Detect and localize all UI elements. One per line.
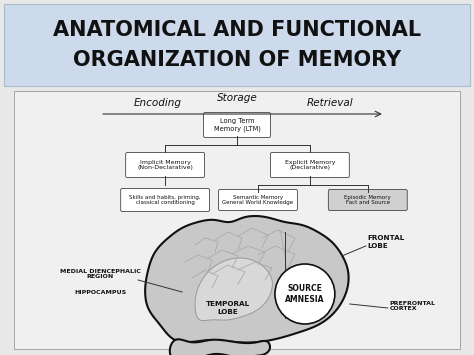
Text: Long Term
Memory (LTM): Long Term Memory (LTM): [214, 118, 260, 132]
Polygon shape: [195, 258, 273, 321]
Text: PREFRONTAL
CORTEX: PREFRONTAL CORTEX: [390, 301, 436, 311]
FancyBboxPatch shape: [219, 190, 297, 211]
FancyBboxPatch shape: [203, 113, 271, 137]
FancyBboxPatch shape: [271, 153, 349, 178]
Text: ORGANIZATION OF MEMORY: ORGANIZATION OF MEMORY: [73, 50, 401, 70]
FancyBboxPatch shape: [121, 189, 210, 212]
Text: Storage: Storage: [217, 93, 257, 103]
Text: Episodic Memory
Fact and Source: Episodic Memory Fact and Source: [345, 195, 391, 206]
FancyBboxPatch shape: [4, 4, 470, 86]
FancyBboxPatch shape: [14, 91, 460, 349]
Text: ANATOMICAL AND FUNCTIONAL: ANATOMICAL AND FUNCTIONAL: [53, 20, 421, 40]
Text: HIPPOCAMPUS: HIPPOCAMPUS: [74, 289, 127, 295]
Polygon shape: [170, 339, 270, 355]
Text: TEMPORAL
LOBE: TEMPORAL LOBE: [206, 301, 250, 315]
Circle shape: [275, 264, 335, 324]
Text: Encoding: Encoding: [134, 98, 182, 108]
Text: Implicit Memory
(Non-Declarative): Implicit Memory (Non-Declarative): [137, 160, 193, 170]
FancyBboxPatch shape: [328, 190, 407, 211]
Polygon shape: [145, 216, 348, 343]
FancyBboxPatch shape: [126, 153, 205, 178]
Text: Retrieval: Retrieval: [307, 98, 353, 108]
Text: Skills and habits, priming,
classical conditioning: Skills and habits, priming, classical co…: [129, 195, 201, 206]
Text: Explicit Memory
(Declarative): Explicit Memory (Declarative): [284, 160, 335, 170]
Text: SOURCE
AMNESIA: SOURCE AMNESIA: [285, 284, 325, 304]
Text: FRONTAL
LOBE: FRONTAL LOBE: [368, 235, 405, 248]
Text: MEDIAL DIENCEPHALIC
REGION: MEDIAL DIENCEPHALIC REGION: [60, 269, 141, 279]
Text: Semantic Memory
General World Knowledge: Semantic Memory General World Knowledge: [222, 195, 293, 206]
